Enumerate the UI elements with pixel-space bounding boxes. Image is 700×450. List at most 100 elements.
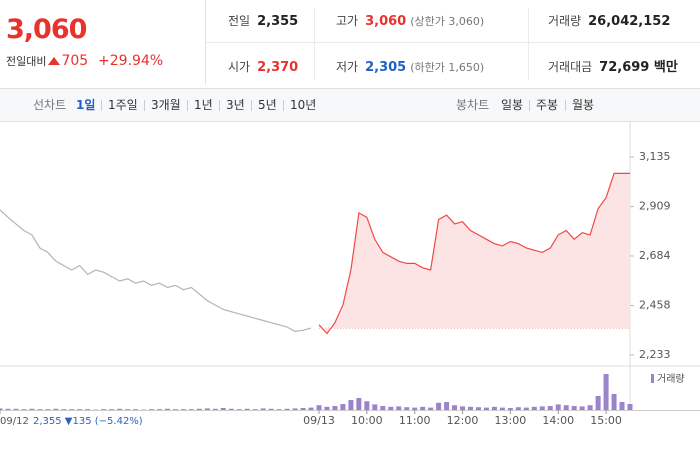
candle-tab[interactable]: 월봉 bbox=[572, 98, 595, 112]
volume-bar bbox=[364, 401, 370, 410]
volume-bar bbox=[77, 409, 83, 410]
x-tick-label: 12:00 bbox=[447, 414, 479, 427]
volume-bar bbox=[188, 409, 194, 410]
volume-bar bbox=[244, 408, 250, 410]
volume-bar bbox=[53, 408, 59, 410]
volume-bar bbox=[380, 406, 386, 410]
volume-bar bbox=[292, 408, 298, 410]
volume-bar bbox=[252, 409, 258, 410]
volume-bar bbox=[444, 402, 450, 410]
period-tab[interactable]: 3년 bbox=[226, 98, 245, 112]
volume-bar bbox=[587, 405, 593, 410]
volume-bar bbox=[460, 406, 466, 410]
separator bbox=[314, 8, 315, 80]
value: 72,699 백만 bbox=[599, 60, 678, 75]
volume-bar bbox=[29, 408, 35, 410]
tab-bar: 선차트 1일 1주일 3개월 1년 3년 5년 10년 봉차트 일봉 주봉 월봉 bbox=[0, 88, 700, 122]
volume-bar bbox=[236, 409, 242, 410]
volume-bar bbox=[348, 400, 354, 410]
volume-bar bbox=[308, 407, 314, 410]
period-tab[interactable]: 5년 bbox=[258, 98, 277, 112]
volume-bar bbox=[5, 408, 11, 410]
label: 저가 bbox=[336, 60, 359, 74]
volume-bar bbox=[340, 404, 346, 410]
volume-bar bbox=[260, 408, 266, 410]
period-tab[interactable]: 1주일 bbox=[108, 98, 138, 112]
volume-bar bbox=[507, 408, 513, 410]
volume-bar bbox=[109, 409, 115, 410]
tab-separator bbox=[101, 100, 102, 111]
volume-bar bbox=[125, 409, 131, 410]
annotation: 2,355 ▼135 (−5.42%) bbox=[33, 416, 143, 427]
volume-bar bbox=[452, 405, 458, 410]
volume-bar bbox=[539, 406, 545, 410]
summary-table: 전일 2,355 고가 3,060 (상한가 3,060) 거래량 26,042,152… bbox=[206, 0, 700, 85]
y-tick-label: 2,684 bbox=[639, 249, 671, 262]
summary-row: 전일 2,355 고가 3,060 (상한가 3,060) 거래량 26,042,152 bbox=[206, 0, 700, 43]
volume-bar bbox=[396, 406, 402, 410]
x-tick-label: 11:00 bbox=[399, 414, 431, 427]
y-tick-label: 3,135 bbox=[639, 150, 671, 163]
volume-bar bbox=[13, 408, 19, 410]
volume-bar bbox=[595, 396, 601, 410]
candle-tab[interactable]: 일봉 bbox=[501, 98, 524, 112]
candle-tab[interactable]: 주봉 bbox=[536, 98, 559, 112]
price-line bbox=[0, 209, 312, 333]
volume-bar bbox=[316, 405, 322, 410]
cell: 거래대금 72,699 백만 bbox=[548, 46, 678, 88]
volume-bar bbox=[372, 404, 378, 410]
legend-label: 거래량 bbox=[657, 373, 685, 385]
y-tick-label: 2,458 bbox=[639, 299, 671, 312]
tab-group-label: 선차트 bbox=[33, 98, 67, 112]
volume-bar bbox=[45, 409, 51, 410]
volume-bar bbox=[284, 408, 290, 410]
tab-separator bbox=[565, 100, 566, 111]
volume-bar bbox=[436, 402, 442, 410]
volume-bar bbox=[603, 374, 609, 410]
period-tab[interactable]: 1년 bbox=[194, 98, 213, 112]
volume-bar bbox=[324, 406, 330, 410]
volume-bar bbox=[276, 409, 282, 410]
period-tab[interactable]: 1일 bbox=[76, 98, 96, 112]
volume-bar bbox=[212, 408, 218, 410]
label: 거래대금 bbox=[548, 60, 593, 74]
tab-group-label: 봉차트 bbox=[456, 98, 490, 112]
volume-bar bbox=[491, 406, 497, 410]
volume-bar bbox=[0, 408, 3, 410]
cell: 시가 2,370 bbox=[228, 46, 298, 88]
summary-row: 시가 2,370 저가 2,305 (하한가 1,650) 거래대금 72,699 백만 bbox=[206, 46, 700, 88]
volume-bar bbox=[117, 408, 123, 410]
up-icon bbox=[48, 57, 61, 65]
period-tab[interactable]: 3개월 bbox=[151, 98, 181, 112]
change-label: 전일대비 bbox=[6, 55, 47, 68]
volume-bar bbox=[475, 407, 481, 410]
volume-bar bbox=[101, 409, 107, 410]
chart: 3,135 2,909 2,684 2,458 2,233 거래량 09/12 09/13 10… bbox=[0, 121, 700, 427]
x-tick-label: 14:00 bbox=[542, 414, 574, 427]
volume-bar bbox=[61, 409, 67, 410]
volume-bar bbox=[428, 407, 434, 410]
value: 2,370 bbox=[257, 60, 299, 75]
value: 3,060 bbox=[365, 14, 407, 29]
volume-bar bbox=[220, 408, 226, 410]
quote-box: 3,060 전일대비 705 +29.94% bbox=[0, 0, 206, 85]
volume-bar bbox=[268, 408, 274, 410]
volume-bar bbox=[523, 407, 529, 410]
cell: 거래량 26,042,152 bbox=[548, 0, 670, 42]
period-tab[interactable]: 10년 bbox=[290, 98, 317, 112]
change-value: 705 bbox=[61, 53, 89, 69]
volume-bar bbox=[149, 409, 155, 410]
area bbox=[319, 173, 630, 334]
volume-bar bbox=[468, 406, 474, 410]
legend-swatch bbox=[651, 374, 654, 383]
x-tick-label: 09/12 bbox=[0, 416, 29, 427]
volume-bar bbox=[571, 406, 577, 410]
volume-bar bbox=[85, 409, 91, 410]
volume-bar bbox=[627, 404, 633, 410]
volume-bar bbox=[531, 406, 537, 410]
value: 2,305 bbox=[365, 60, 407, 75]
label: 고가 bbox=[336, 14, 359, 28]
tab-separator bbox=[187, 100, 188, 111]
cell: 전일 2,355 bbox=[228, 0, 298, 42]
